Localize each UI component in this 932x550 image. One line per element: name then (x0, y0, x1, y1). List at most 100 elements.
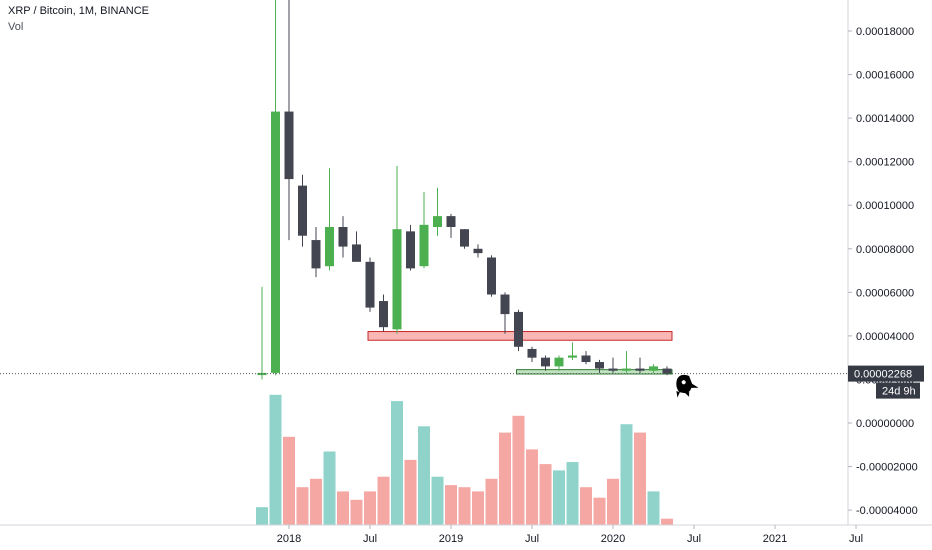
candle-body (311, 240, 321, 269)
y-tick-label: 0.00004000 (856, 331, 914, 343)
countdown-value: 24d 9h (882, 386, 916, 398)
x-tick-label: Jul (849, 533, 863, 545)
candle-body (406, 231, 415, 269)
volume-bar (310, 478, 322, 525)
candle (460, 229, 469, 249)
candle (352, 231, 361, 262)
y-tick-label: 0.00016000 (856, 70, 914, 82)
countdown-box (876, 382, 920, 399)
y-tick-label: 0.00018000 (856, 26, 914, 38)
y-tick-label: 0.00008000 (856, 244, 914, 256)
volume-bar (445, 485, 457, 525)
volume-bar (377, 476, 390, 525)
y-tick-label: 0.00014000 (856, 113, 914, 125)
candle (527, 346, 537, 363)
candle-body (352, 244, 361, 262)
volume-bar (296, 487, 309, 525)
price-tag: 0.00002268 24d 9h (848, 365, 924, 399)
candle (649, 364, 658, 373)
y-tick-label: 0.00006000 (856, 287, 914, 299)
candle-body (419, 224, 429, 267)
candle (487, 255, 496, 297)
candle-body (581, 355, 591, 363)
volume-bar (566, 462, 579, 525)
candle-body (500, 294, 510, 315)
volume-bar (364, 491, 376, 525)
candle (608, 357, 618, 373)
candle (541, 355, 550, 371)
candle (595, 359, 604, 373)
candle-body (595, 362, 604, 369)
x-tick-label: 2021 (763, 533, 787, 545)
volume-bar (634, 432, 646, 525)
candle-body (608, 368, 618, 371)
candle (514, 309, 523, 352)
chart-title: XRP / Bitcoin, 1M, BINANCE (8, 5, 150, 17)
volume-bar (323, 451, 336, 525)
candle-body (365, 261, 375, 308)
candle (554, 355, 564, 371)
volume-label: Vol (8, 21, 24, 33)
candle (419, 192, 429, 269)
volume-bar (256, 507, 268, 525)
y-tick-label: -0.00004000 (856, 505, 918, 517)
candle (392, 166, 402, 334)
candle (635, 357, 645, 373)
candle (406, 224, 415, 271)
volume-bar (607, 478, 619, 525)
volume-bar (661, 518, 673, 525)
candle-body (662, 368, 672, 374)
candle-body (298, 185, 307, 236)
x-tick-label: 2018 (277, 533, 301, 545)
volume-bar (418, 426, 430, 525)
volume-bar (512, 415, 525, 525)
rocket-icon (676, 374, 699, 398)
candle-body (271, 111, 280, 373)
volume-bar (431, 476, 444, 525)
candle (338, 216, 348, 258)
volume-bar (539, 464, 552, 525)
candle-body (379, 301, 388, 328)
candle (284, 0, 294, 241)
candle-body (649, 366, 658, 371)
y-axis-ticks: 0.00018000 0.00016000 0.00014000 0.00012000… (848, 26, 918, 517)
volume-bar (404, 459, 417, 525)
candle-body (487, 257, 496, 295)
candle-body (338, 227, 348, 247)
y-tick-label: 0.00000000 (856, 418, 914, 430)
volume-bar (337, 491, 349, 525)
candles (257, 0, 672, 380)
x-tick-label: Jul (363, 533, 377, 545)
candle-body (325, 227, 334, 267)
y-tick-label: -0.00002000 (856, 462, 918, 474)
candle (581, 351, 591, 365)
candle (622, 351, 631, 373)
candle-body (635, 368, 645, 371)
candle-body (622, 368, 631, 371)
volume-bar (593, 497, 606, 525)
candle-body (541, 357, 550, 367)
volume-bar (580, 487, 592, 525)
x-tick-label: Jul (687, 533, 701, 545)
price-tag-box (848, 365, 924, 382)
candle (568, 342, 577, 360)
volume-bar (283, 436, 295, 525)
x-tick-label: 2019 (439, 533, 463, 545)
candle (379, 294, 388, 332)
candle-body (527, 348, 537, 358)
volume-bar (485, 478, 498, 525)
volume-bar (458, 487, 471, 525)
volume-bar (472, 491, 484, 525)
candle-body (284, 111, 294, 180)
candle (311, 227, 321, 278)
x-tick-label: Jul (525, 533, 539, 545)
candle-body (446, 216, 456, 227)
candle-body (473, 248, 483, 254)
candle-body (568, 355, 577, 358)
candle (433, 187, 442, 236)
volume-bar (269, 394, 282, 525)
volume-bar (499, 432, 511, 525)
candle-body (433, 216, 442, 227)
candle (446, 213, 456, 238)
